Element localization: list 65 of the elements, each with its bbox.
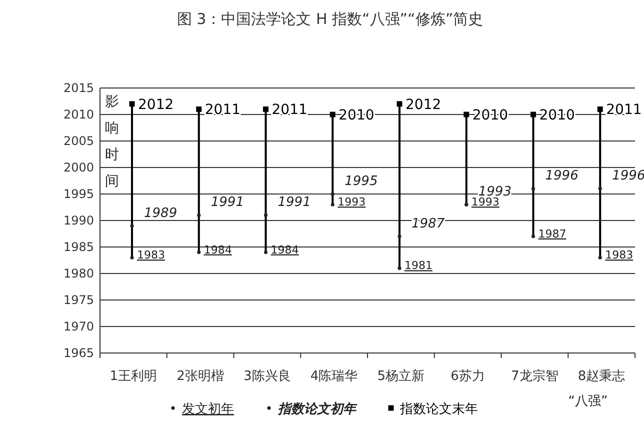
point <box>398 234 402 238</box>
point <box>330 112 336 118</box>
point <box>598 186 602 190</box>
data-label: 2011 <box>204 102 241 118</box>
y-tick-label: 1985 <box>63 240 94 254</box>
data-label: 2011 <box>606 102 642 118</box>
point <box>197 213 201 217</box>
x-tick-label: 7龙宗智 <box>511 368 558 384</box>
point <box>398 266 402 270</box>
x-tick-label: 4陈瑞华 <box>310 369 358 384</box>
data-label: 1996 <box>545 168 578 184</box>
x-tick-label: 5杨立新 <box>377 368 425 384</box>
point <box>531 186 536 190</box>
data-label: 2012 <box>138 96 174 113</box>
y-tick-label: 1990 <box>63 213 94 228</box>
data-label: 1987 <box>412 216 446 232</box>
point <box>130 256 134 260</box>
y-tick-label: 1995 <box>63 186 94 201</box>
legend-label: 指数论文初年 <box>278 401 358 417</box>
text: “八强” <box>568 394 608 409</box>
point <box>264 250 268 254</box>
y-tick-label: 1970 <box>63 319 94 334</box>
x-tick-label: 3陈兴良 <box>244 369 291 384</box>
data-label: 1987 <box>538 227 566 240</box>
y-tick-label: 2015 <box>63 80 94 95</box>
chart-title: 图 3：中国法学论文 H 指数“八强”“修炼”简史 <box>176 10 484 28</box>
point <box>597 106 603 112</box>
y-axis-title: 影响时间 <box>105 94 119 190</box>
point <box>396 101 402 107</box>
point <box>531 234 536 238</box>
point <box>129 101 135 107</box>
data-label: 1991 <box>210 195 244 210</box>
data-label: 1991 <box>278 195 311 210</box>
y-tick-label: 1975 <box>63 292 94 307</box>
point <box>264 213 268 217</box>
legend-label: 发文初年 <box>182 402 234 417</box>
point <box>263 106 268 112</box>
data-label: 2012 <box>406 96 442 113</box>
point <box>197 250 201 254</box>
y-tick-label: 2010 <box>63 107 94 122</box>
x-tick-label: 6苏力 <box>450 369 485 384</box>
data-label: 1995 <box>344 174 378 189</box>
y-tick-label: 1965 <box>63 346 94 360</box>
point <box>330 202 334 206</box>
legend-label: 指数论文末年 <box>399 402 478 417</box>
data-label: 1989 <box>144 206 178 221</box>
point <box>598 256 602 260</box>
y-tick-label: 2005 <box>63 134 94 148</box>
data-label: 1983 <box>137 248 165 262</box>
data-label: 1981 <box>404 259 432 272</box>
data-label: 1984 <box>270 243 299 256</box>
data-label: 1993 <box>338 196 366 209</box>
point <box>196 106 202 112</box>
point <box>330 192 334 196</box>
data-label: 1983 <box>605 248 634 262</box>
y-tick-label: 1980 <box>63 266 94 280</box>
point <box>464 112 470 118</box>
data-label: 1984 <box>204 243 232 256</box>
y-tick-label: 2000 <box>63 160 94 174</box>
x-tick-label: 2张明楷 <box>176 369 224 384</box>
data-label: 2011 <box>272 102 308 118</box>
point <box>130 224 134 228</box>
x-tick-label: 1王利明 <box>110 369 158 384</box>
point <box>530 112 536 118</box>
x-tick-label: 8赵秉志 <box>578 369 626 384</box>
